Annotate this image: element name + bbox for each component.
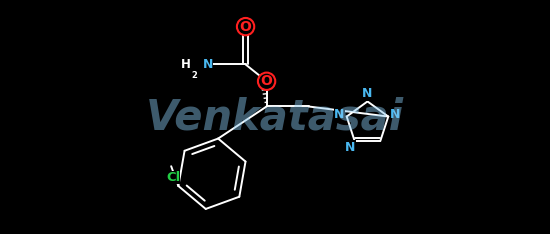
Text: H: H <box>181 58 191 71</box>
Text: 2: 2 <box>192 71 197 80</box>
Text: N: N <box>362 87 373 100</box>
Text: Cl: Cl <box>166 171 180 184</box>
Text: N: N <box>203 58 213 71</box>
Text: O: O <box>240 20 251 34</box>
Text: Venkatasai: Venkatasai <box>146 96 404 138</box>
Text: O: O <box>261 74 273 88</box>
Text: N: N <box>334 108 345 121</box>
Text: N: N <box>390 108 400 121</box>
Text: N: N <box>345 141 355 154</box>
